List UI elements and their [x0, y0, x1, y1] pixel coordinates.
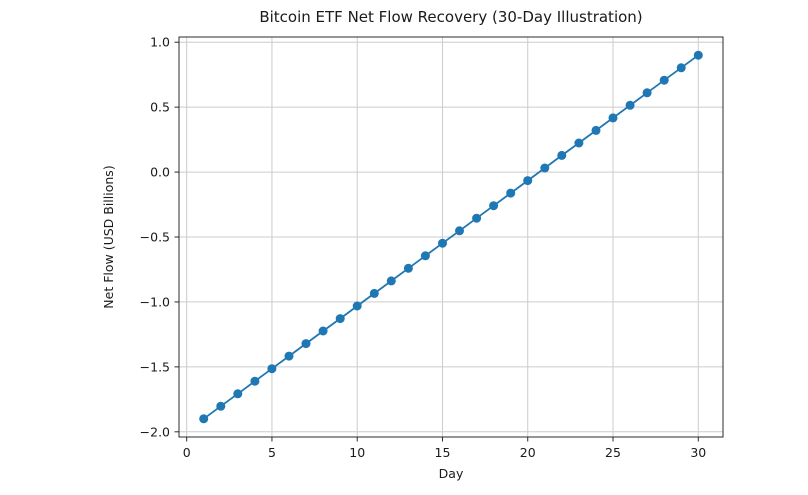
y-tick-label: −1.0	[140, 294, 170, 309]
data-point-marker	[318, 326, 328, 336]
data-point-marker	[489, 201, 499, 211]
data-point-marker	[693, 50, 703, 60]
data-point-marker	[557, 150, 567, 160]
x-axis-label: Day	[439, 466, 464, 481]
x-tick-label: 15	[435, 445, 451, 460]
data-point-marker	[472, 213, 482, 223]
data-point-marker	[335, 314, 345, 324]
data-point-marker	[523, 176, 533, 186]
data-point-marker	[233, 389, 243, 399]
y-axis-ticks: −2.0 −1.5 −1.0 −0.5 0.0 0.5 1.0	[140, 35, 179, 439]
data-point-marker	[352, 301, 362, 311]
x-tick-label: 20	[520, 445, 536, 460]
x-tick-label: 5	[268, 445, 276, 460]
data-point-marker	[591, 125, 601, 135]
data-point-marker	[386, 276, 396, 286]
x-tick-label: 25	[605, 445, 621, 460]
data-point-marker	[284, 351, 294, 361]
line-series	[199, 50, 703, 424]
x-tick-label: 30	[690, 445, 706, 460]
data-point-marker	[574, 138, 584, 148]
data-point-marker	[608, 113, 618, 123]
x-tick-label: 0	[183, 445, 191, 460]
y-tick-label: 0.5	[150, 100, 170, 115]
data-point-marker	[420, 251, 430, 261]
chart-title: Bitcoin ETF Net Flow Recovery (30-Day Il…	[259, 8, 642, 26]
y-tick-label: −0.5	[140, 230, 170, 245]
y-tick-label: 1.0	[150, 35, 170, 50]
data-point-marker	[506, 188, 516, 198]
data-point-marker	[455, 226, 464, 236]
y-tick-label: −1.5	[140, 359, 170, 374]
data-point-marker	[403, 263, 413, 273]
data-point-marker	[642, 88, 652, 98]
x-tick-label: 10	[349, 445, 365, 460]
data-point-marker	[625, 100, 635, 110]
data-point-marker	[199, 414, 209, 424]
y-axis-label: Net Flow (USD Billions)	[101, 165, 116, 308]
data-point-marker	[438, 238, 447, 248]
data-point-marker	[301, 339, 311, 349]
y-tick-label: 0.0	[150, 165, 170, 180]
data-point-marker	[216, 401, 226, 411]
y-tick-label: −2.0	[140, 424, 170, 439]
x-axis-ticks: 0 5 10 15 20 25 30	[183, 437, 706, 460]
data-point-marker	[369, 288, 379, 298]
data-point-marker	[267, 364, 277, 374]
data-point-marker	[250, 376, 260, 386]
data-point-marker	[659, 75, 669, 85]
data-point-marker	[540, 163, 550, 173]
data-point-marker	[676, 63, 686, 73]
